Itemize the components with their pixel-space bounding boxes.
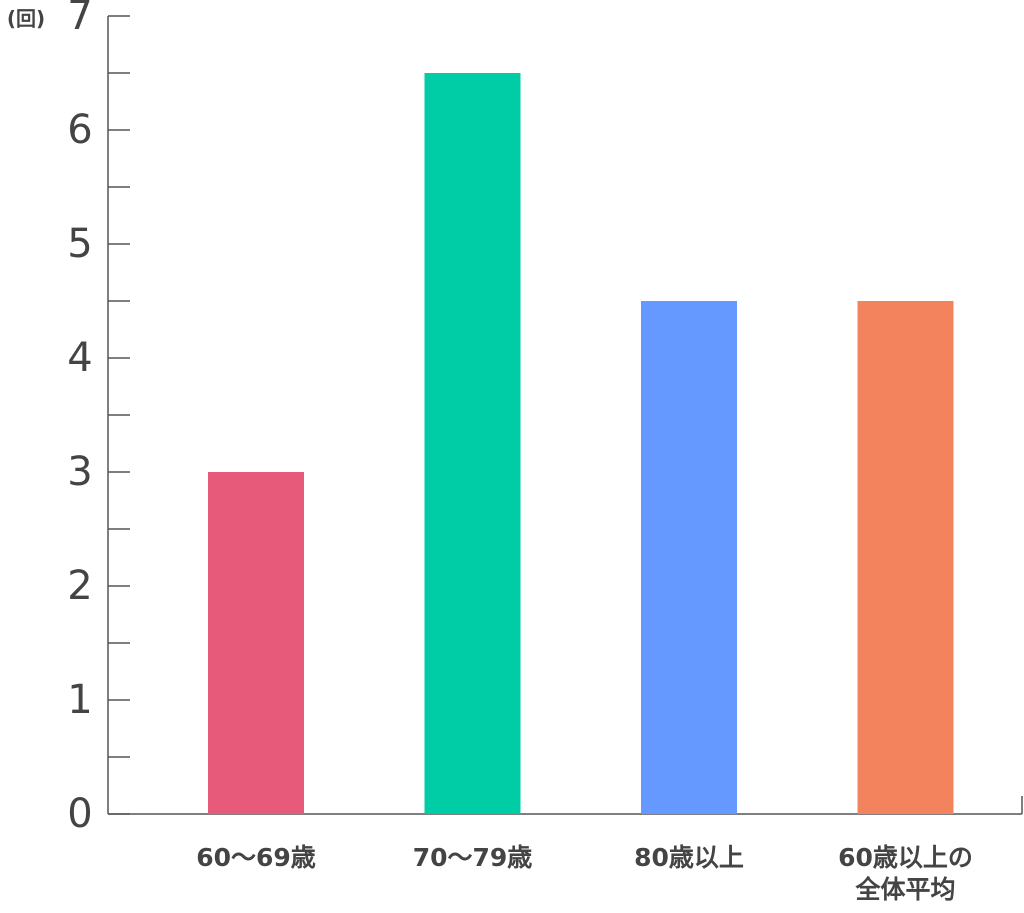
bar (424, 73, 521, 814)
bar (857, 301, 954, 814)
x-tick-label: 60〜69歳 (196, 843, 316, 872)
y-tick-label: 0 (67, 791, 92, 837)
y-tick-label: 4 (67, 335, 92, 381)
x-tick-label: 60歳以上の全体平均 (838, 843, 973, 904)
x-tick-label: 70〜79歳 (412, 843, 533, 872)
y-tick-label: 3 (67, 449, 92, 495)
bar (641, 301, 737, 814)
y-tick-label: 7 (67, 0, 92, 39)
y-tick-label: 5 (67, 221, 92, 267)
y-tick-label: 1 (67, 677, 92, 723)
x-tick-label: 80歳以上 (634, 843, 744, 872)
bar (208, 472, 304, 814)
y-unit-label: (回) (7, 7, 45, 31)
y-tick-label: 2 (67, 563, 92, 609)
y-tick-label: 6 (67, 107, 92, 153)
